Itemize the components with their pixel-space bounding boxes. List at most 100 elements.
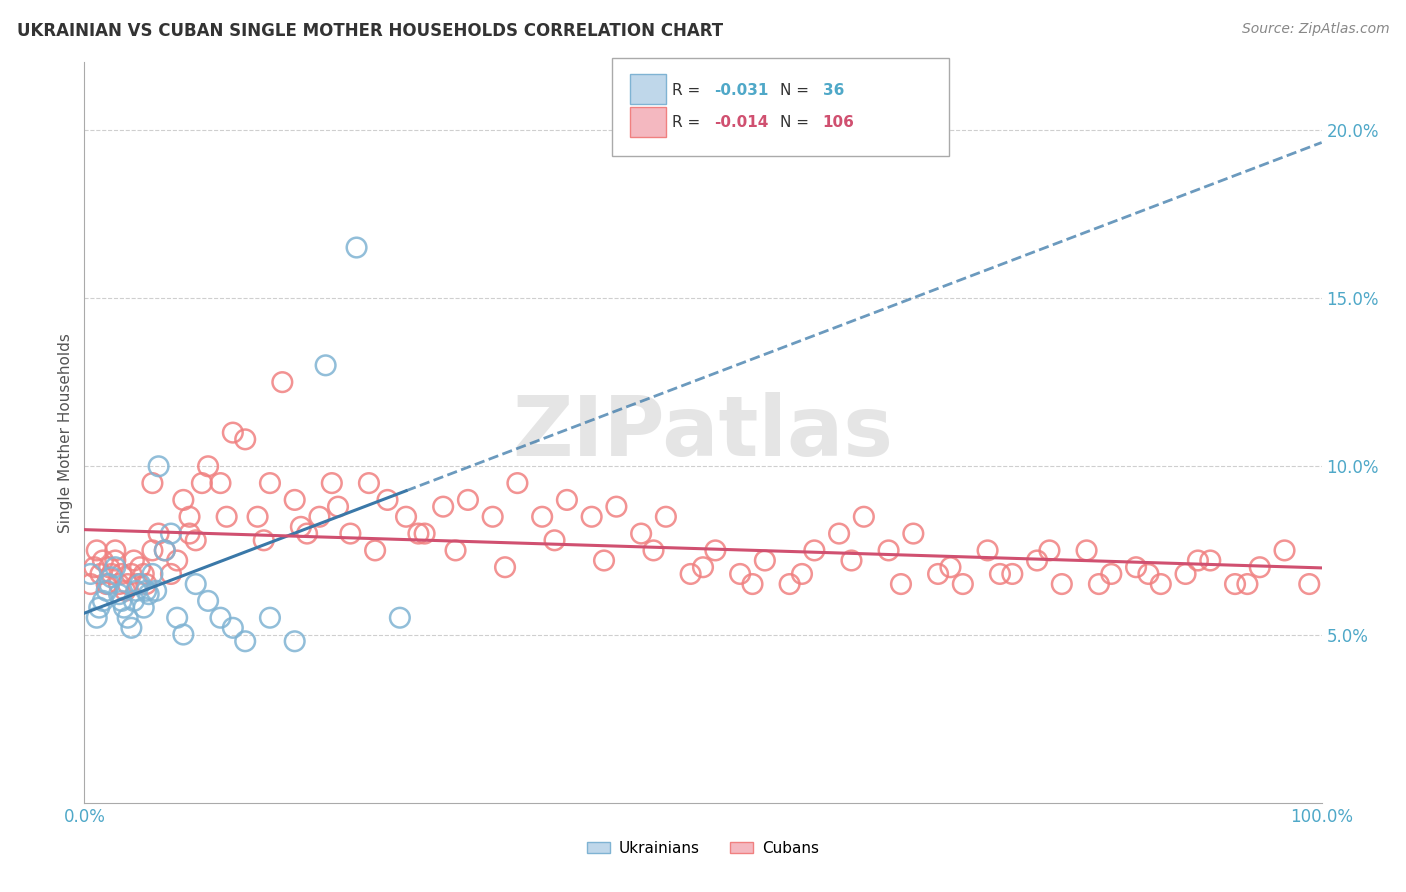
Point xyxy=(125,583,148,598)
Point xyxy=(988,566,1011,581)
Point xyxy=(179,509,201,524)
Point xyxy=(135,583,157,598)
Text: R =: R = xyxy=(672,84,706,98)
Point xyxy=(679,566,702,581)
Point xyxy=(91,594,114,608)
Point xyxy=(259,610,281,624)
Point xyxy=(593,553,616,567)
Point xyxy=(852,509,875,524)
Point xyxy=(138,587,160,601)
Point xyxy=(408,526,430,541)
Point xyxy=(120,621,142,635)
Point xyxy=(1150,577,1173,591)
Point xyxy=(96,583,118,598)
Point xyxy=(98,577,121,591)
Point xyxy=(127,577,149,591)
Point xyxy=(179,526,201,541)
Point xyxy=(129,560,152,574)
Point xyxy=(346,240,368,255)
Point xyxy=(295,526,318,541)
Point xyxy=(253,533,276,548)
Point xyxy=(1174,566,1197,581)
Point xyxy=(166,610,188,624)
Point xyxy=(117,577,139,591)
Text: -0.031: -0.031 xyxy=(714,84,769,98)
Point xyxy=(259,476,281,491)
Point xyxy=(643,543,665,558)
Point xyxy=(141,566,163,581)
Point xyxy=(841,553,863,567)
Point xyxy=(271,375,294,389)
Text: N =: N = xyxy=(780,84,814,98)
Point xyxy=(728,566,751,581)
Point xyxy=(148,459,170,474)
Point xyxy=(114,583,136,598)
Point xyxy=(233,634,256,648)
Point xyxy=(1274,543,1296,558)
Point xyxy=(222,621,245,635)
Point xyxy=(494,560,516,574)
Point xyxy=(83,560,105,574)
Point xyxy=(132,566,155,581)
Point xyxy=(117,610,139,624)
Point xyxy=(377,492,399,507)
Point xyxy=(209,476,232,491)
Point xyxy=(357,476,380,491)
Point xyxy=(148,526,170,541)
Point xyxy=(555,492,578,507)
Point xyxy=(308,509,330,524)
Point xyxy=(364,543,387,558)
Text: Source: ZipAtlas.com: Source: ZipAtlas.com xyxy=(1241,22,1389,37)
Point xyxy=(135,577,157,591)
Point xyxy=(141,476,163,491)
Point xyxy=(160,566,183,581)
Point xyxy=(166,553,188,567)
Point xyxy=(444,543,467,558)
Point xyxy=(184,577,207,591)
Point xyxy=(91,553,114,567)
Text: 36: 36 xyxy=(823,84,844,98)
Point xyxy=(129,577,152,591)
Point xyxy=(741,577,763,591)
Point xyxy=(108,587,131,601)
Point xyxy=(1137,566,1160,581)
Point xyxy=(1298,577,1320,591)
Point xyxy=(89,600,111,615)
Y-axis label: Single Mother Households: Single Mother Households xyxy=(58,333,73,533)
Point xyxy=(284,492,307,507)
Point xyxy=(104,553,127,567)
Point xyxy=(98,560,121,574)
Point xyxy=(1038,543,1060,558)
Point xyxy=(184,533,207,548)
Text: UKRAINIAN VS CUBAN SINGLE MOTHER HOUSEHOLDS CORRELATION CHART: UKRAINIAN VS CUBAN SINGLE MOTHER HOUSEHO… xyxy=(17,22,723,40)
Point xyxy=(1088,577,1111,591)
Point xyxy=(89,566,111,581)
Point xyxy=(104,560,127,574)
Point xyxy=(506,476,529,491)
Point xyxy=(692,560,714,574)
Point xyxy=(655,509,678,524)
Point xyxy=(903,526,925,541)
Point xyxy=(120,566,142,581)
Point xyxy=(939,560,962,574)
Point xyxy=(315,359,337,373)
Point xyxy=(481,509,503,524)
Point xyxy=(86,543,108,558)
Point xyxy=(581,509,603,524)
Point xyxy=(1001,566,1024,581)
Point xyxy=(1249,560,1271,574)
Point xyxy=(890,577,912,591)
Point xyxy=(233,433,256,447)
Point xyxy=(1050,577,1073,591)
Point xyxy=(172,627,194,641)
Point xyxy=(754,553,776,567)
Point xyxy=(1187,553,1209,567)
Point xyxy=(1099,566,1122,581)
Point xyxy=(122,594,145,608)
Point xyxy=(160,526,183,541)
Point xyxy=(110,566,132,581)
Point xyxy=(86,610,108,624)
Point xyxy=(630,526,652,541)
Point xyxy=(790,566,813,581)
Point xyxy=(927,566,949,581)
